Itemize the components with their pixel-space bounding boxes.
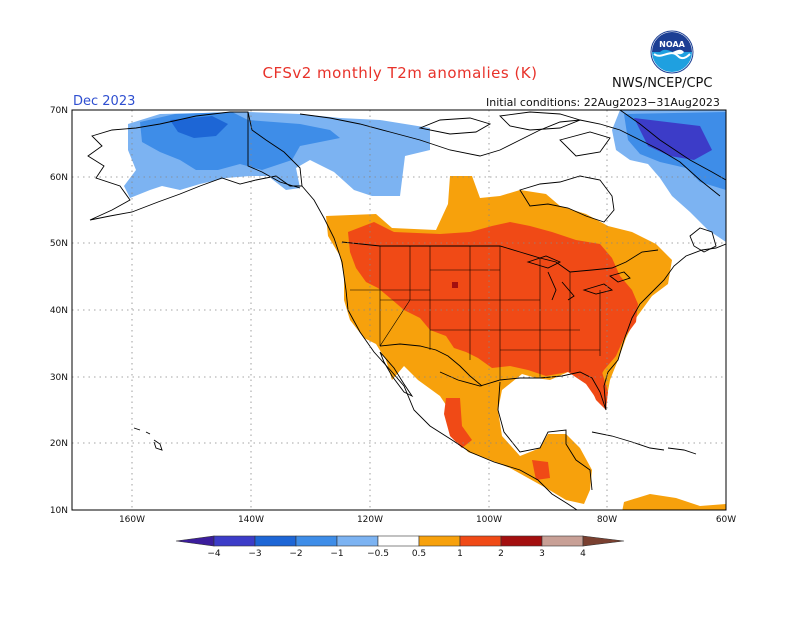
colorbar-segment-gt-4 xyxy=(582,535,625,547)
coastline-pacific xyxy=(301,185,578,510)
positive-anomaly-yucatan-patch xyxy=(532,460,550,480)
colorbar-tick-neg05: −0.5 xyxy=(367,549,389,559)
colorbar-segment-neg4-neg3 xyxy=(213,535,256,547)
great-lakes xyxy=(526,255,631,301)
negative-anomaly-greenland-strong xyxy=(634,118,712,160)
lat-label-30n: 30N xyxy=(50,373,68,383)
coastline-cuba xyxy=(591,431,665,451)
colorbar-segment-neg3-neg2 xyxy=(254,535,297,547)
coastline-arctic-islands xyxy=(418,111,611,157)
colorbar-segment-2-3 xyxy=(500,535,543,547)
colorbar xyxy=(175,535,625,547)
lon-label-160w: 160W xyxy=(119,515,145,525)
coastline-alaska xyxy=(87,111,303,221)
coastline-baja xyxy=(379,351,414,398)
colorbar-tick-1: 1 xyxy=(457,549,463,559)
lat-label-70n: 70N xyxy=(50,106,68,116)
colorbar-tick-05: 0.5 xyxy=(412,549,426,559)
coastline-greenland xyxy=(619,110,726,181)
valid-month-label: Dec 2023 xyxy=(73,94,136,109)
colorbar-segment-3-4 xyxy=(541,535,584,547)
map-frame xyxy=(71,109,727,511)
coastline-hudson-bay xyxy=(519,175,615,223)
colorbar-segment-1-2 xyxy=(459,535,502,547)
agency-label: NWS/NCEP/CPC xyxy=(612,76,713,91)
positive-anomaly-mexico-patch xyxy=(444,398,472,448)
coastline-hawaii xyxy=(133,427,163,451)
colorbar-tick-2: 2 xyxy=(498,549,504,559)
lat-label-40n: 40N xyxy=(50,306,68,316)
negative-anomaly-alaska-strong xyxy=(170,116,228,138)
state-lines xyxy=(350,246,601,380)
colorbar-segment-lt-neg4 xyxy=(175,535,215,547)
coastline-arctic xyxy=(299,113,721,197)
colorbar-tick-neg1: −1 xyxy=(330,549,343,559)
positive-anomaly-dakota-patch xyxy=(452,282,458,288)
lon-label-140w: 140W xyxy=(238,515,264,525)
colorbar-segment-neutral xyxy=(377,535,420,547)
boundaries-layer xyxy=(87,110,726,510)
lon-label-100w: 100W xyxy=(476,515,502,525)
positive-anomaly-caribbean xyxy=(622,494,726,510)
coastline-mexico-gulf xyxy=(497,381,593,491)
lat-label-60n: 60N xyxy=(50,173,68,183)
lon-label-60w: 60W xyxy=(716,515,736,525)
latitude-labels: 70N 60N 50N 40N 30N 20N 10N xyxy=(50,106,68,516)
noaa-logo-icon: NOAA xyxy=(650,30,694,74)
lat-label-10n: 10N xyxy=(50,506,68,516)
colorbar-tick-neg4: −4 xyxy=(207,549,221,559)
initial-conditions-label: Initial conditions: 22Aug2023−31Aug2023 xyxy=(486,96,720,109)
graticule xyxy=(72,110,726,510)
colorbar-segment-neg1-neg05 xyxy=(336,535,379,547)
noaa-logo-text: NOAA xyxy=(659,40,685,49)
positive-anomaly-strong-core xyxy=(348,222,638,404)
colorbar-tick-neg3: −3 xyxy=(248,549,261,559)
lon-label-80w: 80W xyxy=(597,515,617,525)
anomaly-fill-layer xyxy=(124,110,726,510)
longitude-labels: 160W 140W 120W 100W 80W 60W xyxy=(119,515,736,525)
coastline-hispaniola xyxy=(667,447,697,455)
lat-label-50n: 50N xyxy=(50,239,68,249)
colorbar-tick-neg2: −2 xyxy=(289,549,302,559)
colorbar-tick-3: 3 xyxy=(539,549,545,559)
colorbar-segment-neg2-neg1 xyxy=(295,535,338,547)
coastline-newfoundland xyxy=(689,227,717,253)
border-canada-us xyxy=(341,241,659,273)
lat-label-20n: 20N xyxy=(50,439,68,449)
lon-label-120w: 120W xyxy=(357,515,383,525)
colorbar-labels: −4 −3 −2 −1 −0.5 0.5 1 2 3 4 xyxy=(207,549,586,559)
map-title: CFSv2 monthly T2m anomalies (K) xyxy=(262,64,538,82)
colorbar-segment-05-1 xyxy=(418,535,461,547)
border-alaska-canada xyxy=(247,112,301,189)
border-us-mexico xyxy=(379,343,483,387)
colorbar-tick-4: 4 xyxy=(580,549,586,559)
